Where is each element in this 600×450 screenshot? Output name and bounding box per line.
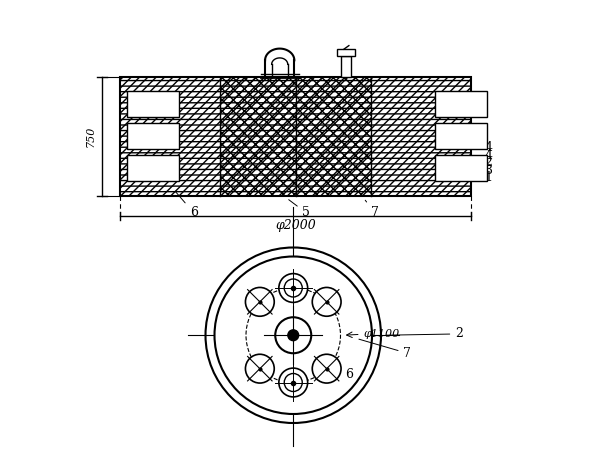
Circle shape xyxy=(245,288,274,316)
Text: 3: 3 xyxy=(471,165,493,179)
Text: 1: 1 xyxy=(476,171,493,184)
Text: 4: 4 xyxy=(476,149,493,162)
Circle shape xyxy=(275,317,311,353)
Circle shape xyxy=(279,368,308,397)
Bar xyxy=(435,155,487,181)
Bar xyxy=(435,91,487,117)
Text: 2: 2 xyxy=(386,328,463,340)
Bar xyxy=(341,56,352,76)
Bar xyxy=(120,76,471,196)
Text: 750: 750 xyxy=(86,126,96,147)
Circle shape xyxy=(284,374,302,392)
Text: 7: 7 xyxy=(365,200,379,219)
Text: 4: 4 xyxy=(476,141,493,154)
Circle shape xyxy=(279,274,308,302)
Text: 6: 6 xyxy=(176,192,198,219)
Bar xyxy=(120,76,471,196)
Text: 6: 6 xyxy=(318,358,353,381)
Bar xyxy=(337,49,355,56)
Bar xyxy=(435,123,487,149)
Text: 5: 5 xyxy=(289,200,310,219)
Circle shape xyxy=(312,354,341,383)
Circle shape xyxy=(245,354,274,383)
Bar xyxy=(127,123,179,149)
Bar xyxy=(127,155,179,181)
Text: φ2000: φ2000 xyxy=(275,220,316,232)
Text: φ1100: φ1100 xyxy=(363,329,399,339)
Bar xyxy=(220,76,371,196)
Circle shape xyxy=(284,279,302,297)
Circle shape xyxy=(205,248,381,423)
Text: 2: 2 xyxy=(476,157,493,169)
Circle shape xyxy=(288,330,299,341)
Circle shape xyxy=(312,288,341,316)
Text: 7: 7 xyxy=(359,339,412,360)
Circle shape xyxy=(215,256,372,414)
Bar xyxy=(127,91,179,117)
Bar xyxy=(120,76,471,196)
